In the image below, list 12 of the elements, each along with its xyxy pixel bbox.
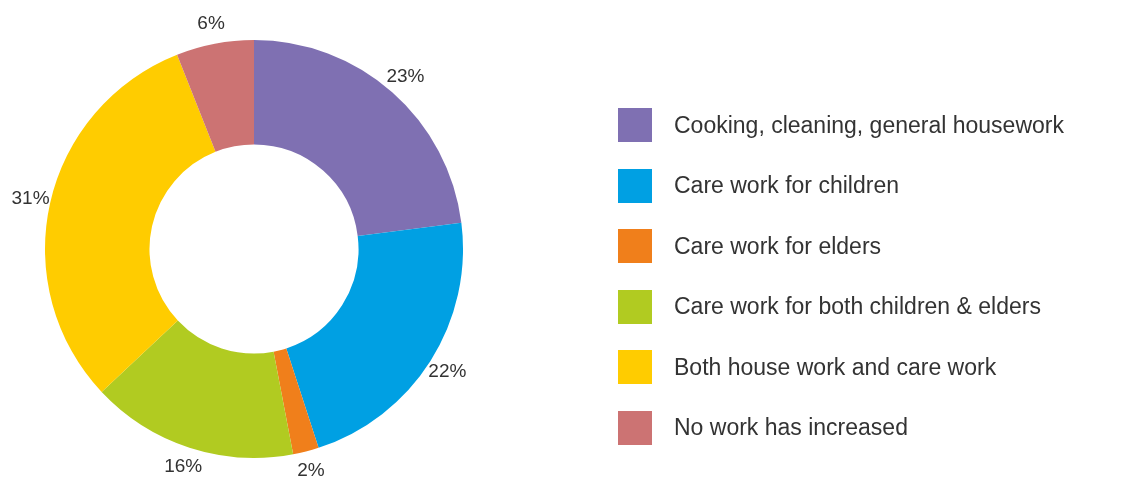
- legend-label: No work has increased: [674, 414, 908, 441]
- legend-label: Both house work and care work: [674, 353, 997, 381]
- data-label: 31%: [11, 187, 50, 209]
- legend-label: Care work for children: [674, 172, 899, 199]
- data-label: 2%: [297, 459, 325, 481]
- data-label: 16%: [164, 455, 203, 477]
- data-label: 22%: [428, 359, 467, 381]
- legend-label: Cooking, cleaning, general housework: [674, 111, 1064, 139]
- legend-label: Care work for elders: [674, 232, 882, 260]
- data-label: 6%: [197, 12, 225, 34]
- legend-label: Care work for both children & elders: [674, 293, 1041, 320]
- data-label: 23%: [386, 65, 425, 87]
